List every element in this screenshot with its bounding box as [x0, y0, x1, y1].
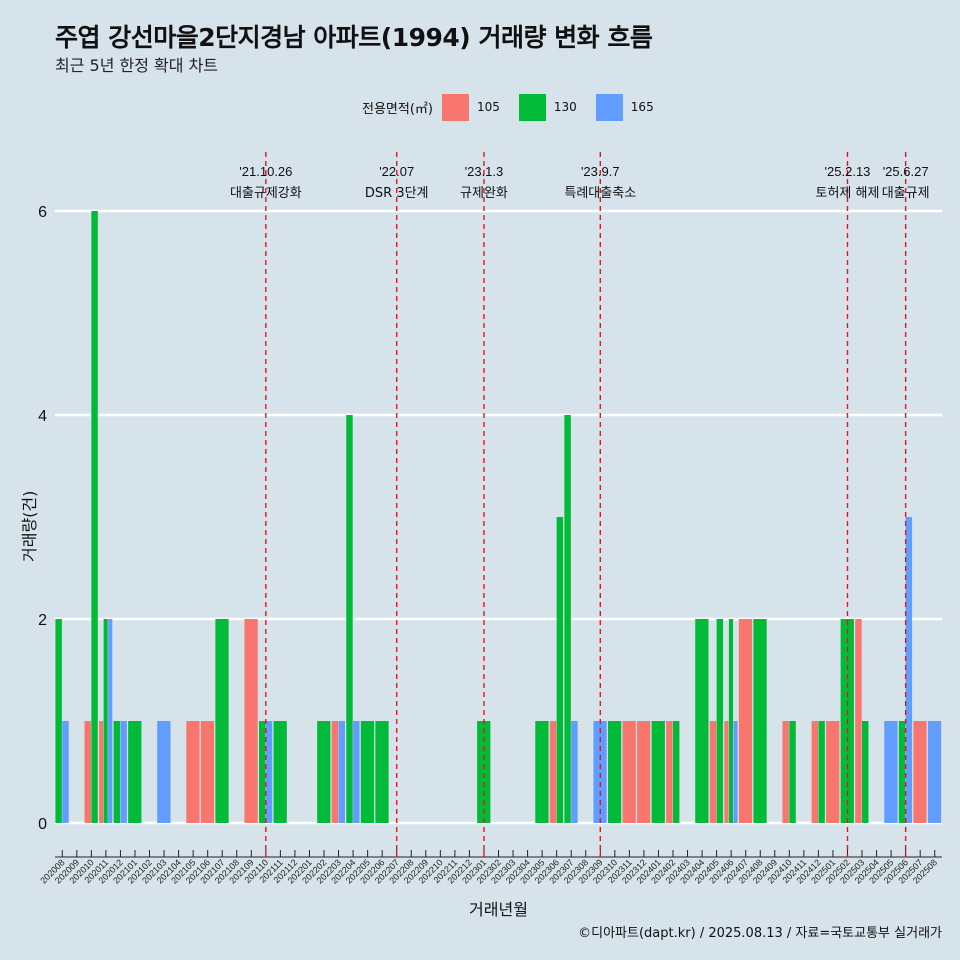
bar-130-202206: [375, 721, 389, 823]
bar-105-202412: [811, 721, 819, 823]
bar-105-202306: [549, 721, 557, 823]
bar-130-202107: [215, 619, 229, 823]
bar-105-202203: [331, 721, 339, 823]
bar-130-202401: [651, 721, 665, 823]
legend-label-105: 105: [476, 100, 500, 114]
bar-130-202503: [862, 721, 869, 823]
x-axis-title: 거래년월: [469, 900, 528, 919]
bar-105-202109: [244, 619, 258, 823]
bar-130-202010: [91, 211, 98, 823]
event-date-2: '22.07: [379, 164, 414, 179]
event-label-2: DSR 3단계: [365, 186, 429, 201]
bar-105-202501: [826, 721, 840, 823]
bar-105-202503: [855, 619, 862, 823]
bar-165-202011: [108, 619, 113, 823]
bar-165-202508: [927, 721, 942, 823]
bar-130-202307: [564, 415, 571, 823]
event-date-4: '23.9.7: [581, 164, 620, 179]
bar-105-202405: [709, 721, 717, 823]
bar-165-202309: [593, 721, 607, 823]
legend-label-165: 165: [630, 100, 654, 114]
legend-swatch-165: [595, 93, 623, 121]
event-date-1: '21.10.26: [239, 164, 292, 179]
bar-165-202505: [884, 721, 898, 823]
bar-130-202111: [273, 721, 287, 823]
y-tick-label: 2: [38, 612, 47, 629]
event-label-1: 대출규제강화: [230, 186, 302, 201]
bar-165-202008: [62, 721, 69, 823]
bar-105-202402: [666, 721, 673, 823]
y-tick-label: 0: [38, 816, 47, 833]
bar-105-202105: [186, 721, 200, 823]
legend-title: 전용면적(㎡): [362, 101, 433, 117]
bar-130-202310: [607, 721, 622, 823]
bar-130-202404: [695, 619, 709, 823]
chart-title: 주엽 강선마을2단지경남 아파트(1994) 거래량 변화 흐름: [55, 23, 653, 52]
bar-165-202506: [905, 517, 913, 823]
bar-130-202101: [128, 721, 142, 823]
bar-165-202204: [353, 721, 360, 823]
bar-105-202312: [637, 721, 651, 823]
legend-swatch-130: [518, 93, 546, 121]
y-tick-label: 4: [38, 408, 47, 425]
bar-130-202012: [113, 721, 121, 823]
legend: 전용면적(㎡) 105 130 165: [362, 93, 673, 121]
bar-130-202412: [818, 721, 825, 823]
event-label-6: 대출규제: [882, 186, 930, 201]
bar-130-202202: [317, 721, 331, 823]
bar-105-202410: [782, 721, 789, 823]
y-tick-label: 6: [38, 204, 47, 221]
bar-165-202203: [338, 721, 345, 823]
event-label-4: 특례대출축소: [564, 186, 636, 201]
chart-subtitle: 최근 5년 한정 확대 차트: [55, 56, 219, 75]
bar-130-202410: [789, 721, 796, 823]
bar-130-202405: [716, 619, 724, 823]
bar-130-202305: [535, 721, 549, 823]
bar-130-202204: [346, 415, 353, 823]
event-date-6: '25.6.27: [883, 164, 929, 179]
bar-130-202011: [103, 619, 108, 823]
bar-130-202205: [360, 721, 375, 823]
event-label-3: 규제완화: [460, 186, 508, 201]
bar-105-202406: [724, 721, 729, 823]
bar-105-202311: [622, 721, 636, 823]
legend-label-130: 130: [553, 100, 577, 114]
bar-130-202008: [55, 619, 62, 823]
legend-swatch-105: [441, 93, 469, 121]
bar-130-202306: [556, 517, 564, 823]
bar-105-202106: [200, 721, 215, 823]
event-date-5: '25.2.13: [825, 164, 871, 179]
bar-105-202507: [913, 721, 927, 823]
bar-165-202307: [571, 721, 578, 823]
bar-130-202402: [672, 721, 680, 823]
bar-165-202012: [120, 721, 127, 823]
event-date-3: '23.1.3: [465, 164, 504, 179]
bar-130-202301: [477, 721, 491, 823]
bar-105-202407: [738, 619, 753, 823]
bar-165-202103: [157, 721, 171, 823]
source-caption: ©디아파트(dapt.kr) / 2025.08.13 / 자료=국토교통부 실…: [578, 926, 942, 941]
bar-130-202506: [898, 721, 906, 823]
bar-130-202408: [753, 619, 767, 823]
bar-165-202406: [733, 721, 738, 823]
bar-130-202406: [728, 619, 734, 823]
event-label-5: 토허제 해제: [816, 186, 880, 201]
bar-105-202011: [99, 721, 104, 823]
bar-165-202110: [265, 721, 273, 823]
bar-105-202010: [84, 721, 91, 823]
bar-130-202110: [259, 721, 266, 823]
